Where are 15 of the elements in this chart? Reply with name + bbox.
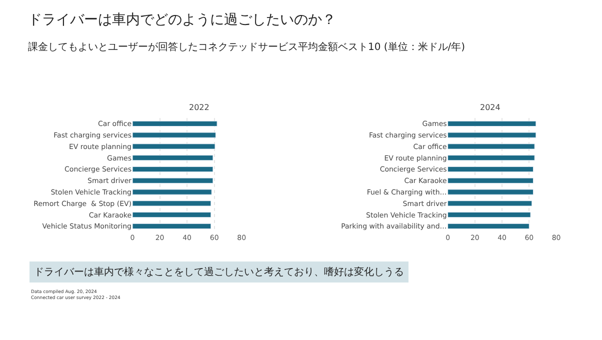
- bar: [448, 166, 534, 172]
- text: ドライバーは車内で様々なことをして過ごしたいと考えており、嗜好は変化しうる: [34, 266, 404, 278]
- chart-title: 2022: [189, 103, 210, 112]
- bar: [448, 200, 532, 206]
- chart-subtitle: 課金してもよいとユーザーが回答したコネクテッドサービス平均金額ベスト10 (単位：米ドル/年): [28, 41, 466, 53]
- bar: [448, 120, 536, 126]
- text: ドライバーは車内でどのように過ごしたいのか？: [28, 12, 336, 28]
- bar: [448, 144, 535, 150]
- chart-title: 2024: [480, 103, 500, 112]
- bar: [448, 132, 536, 138]
- bar: [448, 212, 531, 218]
- bar: [448, 178, 534, 184]
- bar: [448, 189, 534, 195]
- bar: [448, 155, 535, 161]
- bar: [448, 223, 530, 229]
